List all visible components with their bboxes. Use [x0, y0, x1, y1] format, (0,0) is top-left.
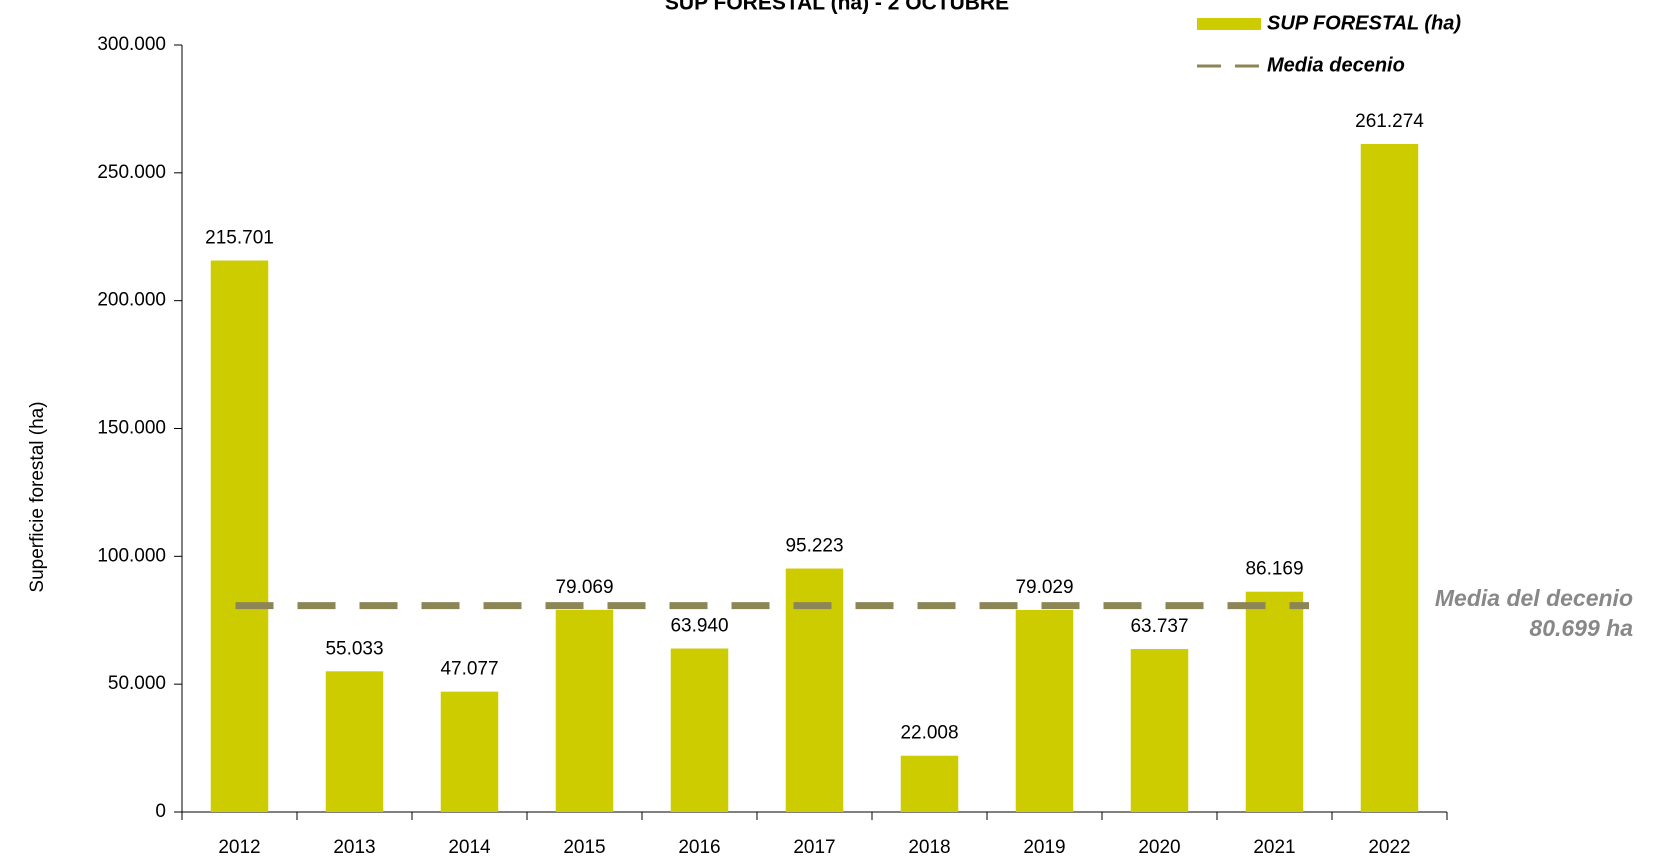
mean-note: Media del decenio	[1435, 585, 1633, 611]
y-tick-label: 150.000	[97, 418, 166, 439]
y-tick-label: 200.000	[97, 290, 166, 311]
value-label: 22.008	[900, 723, 958, 744]
bar	[1130, 649, 1189, 812]
x-tick-label: 2014	[448, 837, 491, 858]
legend-swatch	[1197, 18, 1261, 30]
x-tick-label: 2013	[333, 837, 375, 858]
y-tick-label: 300.000	[97, 34, 166, 55]
bar	[1015, 609, 1074, 812]
x-tick-label: 2016	[678, 837, 720, 858]
value-label: 261.274	[1355, 111, 1424, 132]
value-label: 79.029	[1015, 577, 1073, 598]
value-label: 47.077	[440, 659, 498, 680]
x-tick-label: 2019	[1023, 837, 1065, 858]
bar	[670, 648, 729, 812]
x-tick-label: 2021	[1253, 837, 1295, 858]
value-label: 63.940	[670, 616, 728, 637]
x-tick-label: 2022	[1368, 837, 1410, 858]
bar	[900, 755, 959, 812]
value-label: 86.169	[1245, 559, 1303, 580]
value-label: 95.223	[785, 536, 843, 557]
bar	[440, 691, 499, 812]
value-label: 79.069	[555, 577, 613, 598]
y-tick-label: 250.000	[97, 162, 166, 183]
bar	[1245, 591, 1304, 812]
x-tick-label: 2020	[1138, 837, 1180, 858]
x-tick-label: 2017	[793, 837, 835, 858]
bar	[1360, 144, 1419, 813]
y-tick-label: 50.000	[108, 673, 166, 694]
x-tick-label: 2015	[563, 837, 605, 858]
legend-label: SUP FORESTAL (ha)	[1267, 12, 1461, 34]
y-tick-label: 0	[155, 801, 166, 822]
mean-label: 80.699 ha	[1529, 615, 1633, 641]
chart-title: SUP FORESTAL (ha) - 2 OCTUBRE	[665, 0, 1009, 15]
y-tick-label: 100.000	[97, 545, 166, 566]
value-label: 55.033	[325, 638, 383, 659]
bar	[325, 671, 384, 812]
value-label: 63.737	[1130, 616, 1188, 637]
bar	[210, 260, 269, 813]
bar	[555, 609, 614, 812]
x-tick-label: 2012	[218, 837, 260, 858]
x-tick-label: 2018	[908, 837, 950, 858]
value-label: 215.701	[205, 228, 274, 249]
legend-label: Media decenio	[1267, 54, 1405, 76]
y-axis-label: Superficie forestal (ha)	[27, 401, 48, 592]
